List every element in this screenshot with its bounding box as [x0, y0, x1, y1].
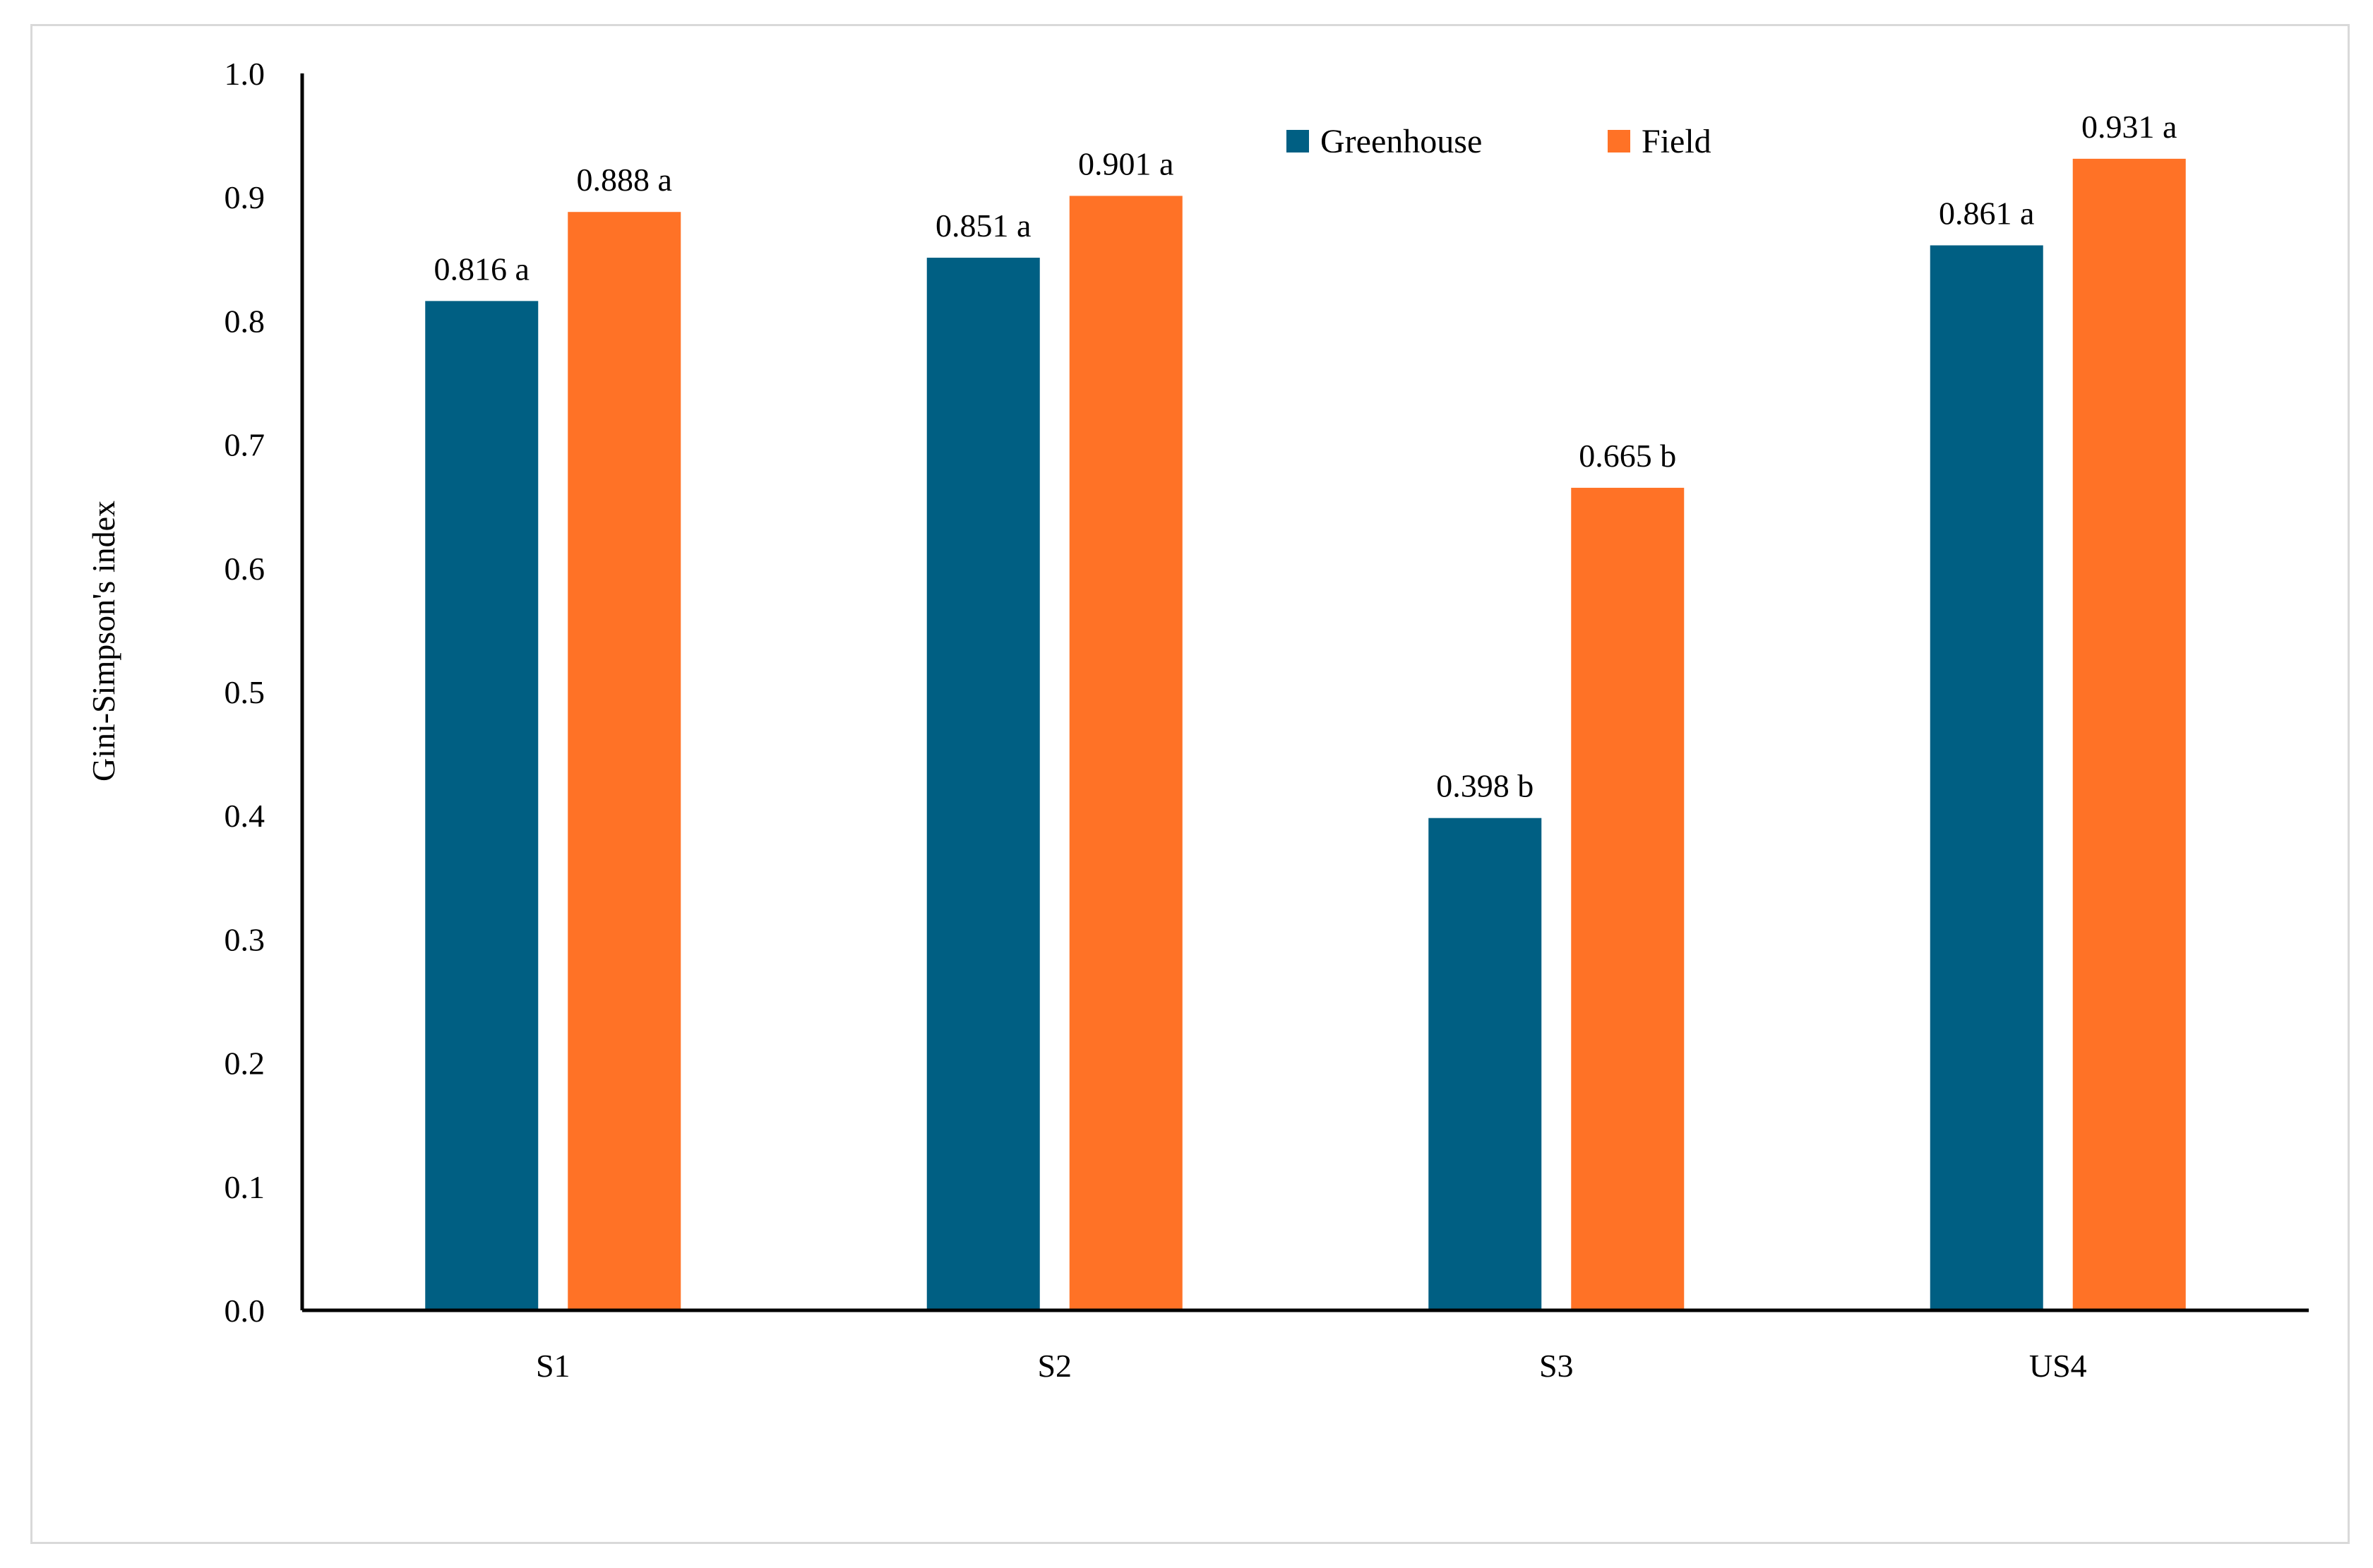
data-label-greenhouse-us4: 0.861 a — [1939, 196, 2034, 232]
data-label-field-s1: 0.888 a — [577, 162, 672, 198]
y-tick-label: 0.3 — [225, 921, 265, 957]
bar-greenhouse-s3 — [1428, 818, 1542, 1310]
data-label-greenhouse-s3: 0.398 b — [1436, 768, 1534, 804]
data-label-greenhouse-s1: 0.816 a — [434, 251, 530, 287]
y-axis-ticks: 0.0 0.1 0.2 0.3 0.4 0.5 0.6 0.7 0.8 0.9 1.0 — [225, 56, 265, 1329]
y-tick-label: 0.9 — [225, 179, 265, 215]
y-tick-label: 0.7 — [225, 427, 265, 463]
x-axis-labels: S1 S2 S3 US4 — [536, 1348, 2087, 1384]
bar-field-s3 — [1571, 487, 1685, 1311]
bar-greenhouse-s1 — [425, 301, 539, 1310]
legend-swatch-greenhouse — [1286, 130, 1309, 152]
legend: Greenhouse Field — [1286, 123, 1711, 160]
data-label-greenhouse-s2: 0.851 a — [936, 208, 1031, 244]
x-tick-label-s2: S2 — [1037, 1348, 1072, 1384]
legend-swatch-field — [1608, 130, 1630, 152]
x-tick-label-s1: S1 — [536, 1348, 570, 1384]
y-tick-label: 0.4 — [225, 798, 265, 834]
legend-item-field: Field — [1608, 123, 1711, 160]
data-label-field-s2: 0.901 a — [1078, 145, 1173, 181]
legend-label-field: Field — [1642, 123, 1711, 160]
y-tick-label: 0.6 — [225, 551, 265, 587]
x-tick-label-us4: US4 — [2029, 1348, 2087, 1384]
data-label-field-s3: 0.665 b — [1579, 438, 1676, 474]
bar-greenhouse-us4 — [1930, 245, 2043, 1310]
y-tick-label: 0.1 — [225, 1169, 265, 1205]
data-label-field-us4: 0.931 a — [2081, 109, 2177, 145]
legend-item-greenhouse: Greenhouse — [1286, 123, 1482, 160]
bar-greenhouse-s2 — [926, 258, 1040, 1311]
bar-field-s1 — [568, 212, 681, 1310]
bar-field-s2 — [1069, 196, 1183, 1310]
y-tick-label: 0.5 — [225, 674, 265, 710]
y-axis-title: Gini-Simpson's index — [85, 501, 121, 782]
y-tick-label: 0.2 — [225, 1046, 265, 1082]
data-labels: 0.816 a 0.888 a 0.851 a 0.901 a 0.398 b 0.665… — [434, 109, 2177, 804]
x-tick-label-s3: S3 — [1539, 1348, 1574, 1384]
bar-field-us4 — [2072, 158, 2186, 1311]
bars — [425, 158, 2186, 1311]
y-tick-label: 0.8 — [225, 303, 265, 339]
legend-label-greenhouse: Greenhouse — [1320, 123, 1482, 160]
y-tick-label: 1.0 — [225, 56, 265, 92]
y-tick-label: 0.0 — [225, 1293, 265, 1329]
